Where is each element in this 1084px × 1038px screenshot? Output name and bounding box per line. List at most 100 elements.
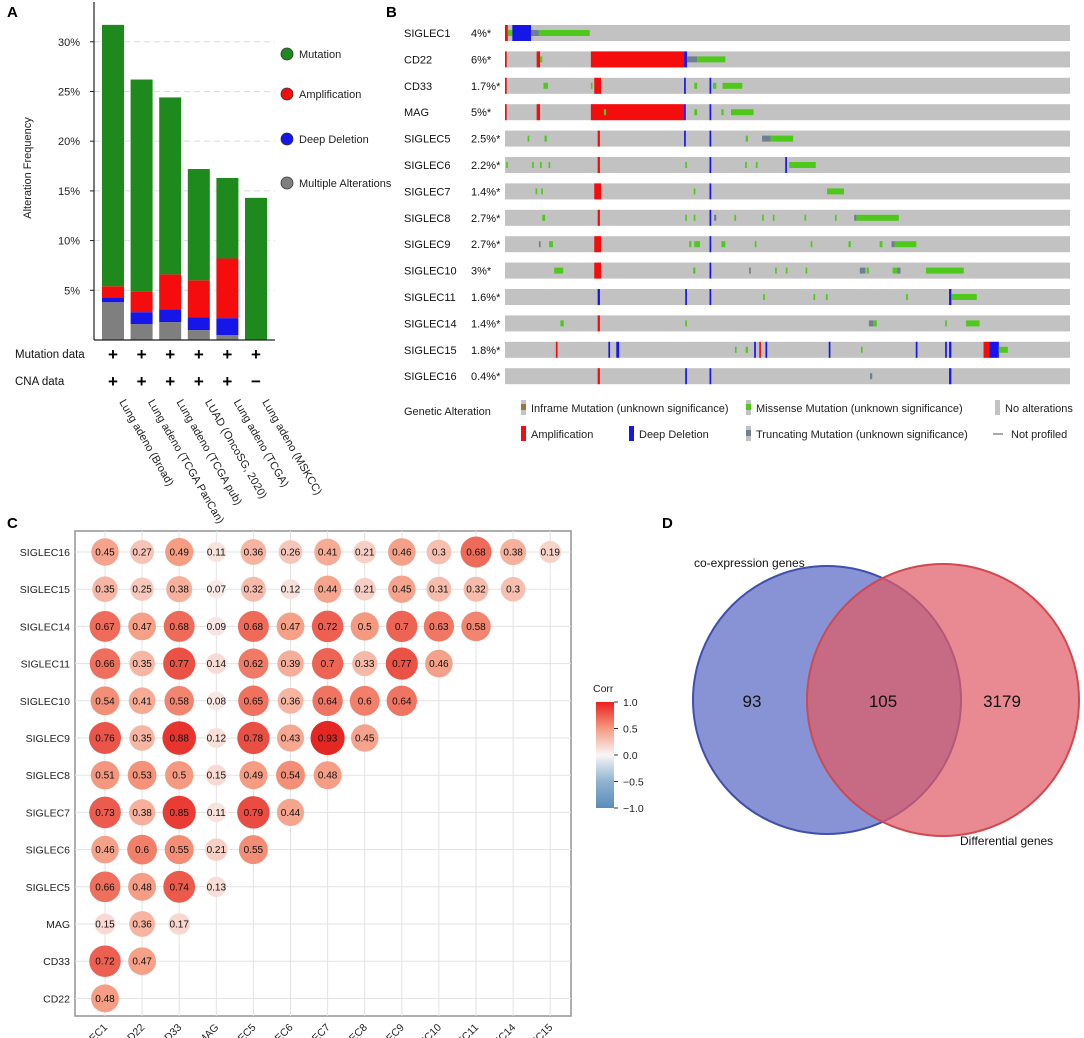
panel-a-x-labels: Lung adeno (Broad)Lung adeno (TCGA PanCa… bbox=[116, 398, 324, 526]
alteration-del bbox=[828, 341, 831, 358]
track-background bbox=[505, 341, 1070, 358]
alteration-del bbox=[765, 341, 768, 358]
legend-label: Mutation bbox=[299, 49, 341, 61]
annotation-mark: + bbox=[137, 372, 147, 391]
alteration-ms bbox=[810, 241, 813, 248]
corr-value: 0.45 bbox=[355, 734, 375, 745]
alteration-ms bbox=[535, 188, 538, 195]
corr-value: 0.68 bbox=[169, 622, 189, 633]
row-label: CD33 bbox=[43, 956, 70, 968]
corr-cell bbox=[162, 721, 196, 755]
alteration-ms bbox=[693, 267, 696, 274]
alteration-amp bbox=[597, 368, 600, 385]
corr-value: 0.72 bbox=[95, 957, 115, 968]
bar-segment-mutation bbox=[245, 197, 267, 340]
row-label: SIGLEC7 bbox=[26, 807, 71, 819]
row-label: SIGLEC14 bbox=[20, 621, 70, 633]
annotation-row-label: CNA data bbox=[15, 376, 65, 388]
corr-value: 0.13 bbox=[207, 882, 227, 893]
y-tick-label: 20% bbox=[58, 136, 80, 148]
corr-cell bbox=[168, 913, 190, 935]
alteration-del bbox=[754, 341, 756, 358]
corr-value: 0.12 bbox=[207, 734, 227, 745]
alteration-del bbox=[709, 77, 712, 94]
corr-cell bbox=[91, 538, 119, 566]
alteration-ms bbox=[694, 241, 700, 248]
legend-swatch bbox=[746, 430, 751, 436]
panel-label-c: C bbox=[7, 515, 18, 532]
track-background bbox=[505, 77, 1070, 94]
alteration-ms bbox=[527, 135, 530, 142]
corr-cell bbox=[127, 834, 158, 865]
corr-cell bbox=[163, 647, 196, 680]
corr-value: 0.65 bbox=[244, 696, 264, 707]
alteration-ms bbox=[697, 56, 726, 63]
alteration-ms bbox=[694, 82, 698, 89]
corr-cell bbox=[237, 796, 270, 829]
row-label: SIGLEC6 bbox=[26, 845, 71, 857]
corr-cell bbox=[164, 835, 194, 865]
corr-cell bbox=[206, 616, 226, 636]
alteration-ms bbox=[892, 267, 898, 274]
panel-a-annotation-rows: Mutation data + + + + + +CNA data + + + + + − bbox=[15, 345, 261, 391]
alteration-del bbox=[915, 341, 918, 358]
corr-value: 0.77 bbox=[392, 659, 412, 670]
corr-value: 0.45 bbox=[392, 585, 412, 596]
corr-cell bbox=[240, 576, 266, 602]
corr-cell bbox=[128, 947, 156, 976]
bar-segment-multiple-alterations bbox=[159, 322, 182, 340]
corr-cell bbox=[91, 835, 119, 864]
corr-value: 0.21 bbox=[355, 585, 375, 596]
corr-cell bbox=[426, 539, 452, 565]
gene-percent: 1.4%* bbox=[471, 318, 501, 330]
corr-cell bbox=[238, 835, 268, 865]
alteration-ms bbox=[770, 135, 794, 142]
track-background bbox=[505, 51, 1070, 68]
venn-circle-differential bbox=[806, 563, 1080, 837]
corr-cell bbox=[386, 685, 417, 716]
alteration-amp bbox=[759, 341, 761, 358]
corr-value: 0.66 bbox=[95, 882, 115, 893]
corr-cell bbox=[165, 537, 194, 567]
legend-label: Multiple Alterations bbox=[299, 178, 392, 190]
corr-cell bbox=[386, 610, 418, 643]
alteration-amp bbox=[505, 51, 507, 68]
corr-cell bbox=[129, 725, 155, 751]
alteration-ms bbox=[745, 135, 748, 142]
corr-value: 0.74 bbox=[169, 882, 189, 893]
alteration-ms bbox=[549, 241, 554, 248]
col-label: SIGLEC6 bbox=[256, 1022, 296, 1038]
col-label: SIGLEC1 bbox=[70, 1022, 110, 1038]
corr-cell bbox=[94, 913, 116, 935]
alteration-ms bbox=[745, 162, 747, 168]
alteration-ms bbox=[856, 214, 899, 221]
y-tick-label: 5% bbox=[64, 285, 80, 297]
alteration-amp bbox=[536, 104, 541, 121]
annotation-mark: + bbox=[194, 345, 204, 364]
alteration-ms bbox=[694, 109, 698, 116]
alteration-del bbox=[684, 130, 686, 147]
bar-segment-mutation bbox=[216, 177, 239, 259]
gene-label: SIGLEC9 bbox=[404, 239, 450, 251]
panel-label-d: D bbox=[662, 515, 673, 532]
alteration-del bbox=[684, 77, 686, 94]
colorbar-ticks: 1.0 0.5 0.0 −0.5 −1.0 bbox=[614, 697, 644, 815]
alteration-ms bbox=[590, 82, 593, 89]
alteration-ms bbox=[906, 294, 908, 300]
corr-value: 0.88 bbox=[169, 734, 189, 745]
bar-segment-amplification bbox=[216, 258, 239, 319]
corr-value: 0.6 bbox=[358, 696, 372, 707]
alteration-amp bbox=[597, 157, 600, 173]
panel-c-row-labels: SIGLEC16 SIGLEC15 SIGLEC14 SIGLEC11 SIGLEC10… bbox=[20, 547, 70, 1005]
annotation-mark: − bbox=[251, 372, 261, 391]
alteration-tr bbox=[868, 320, 874, 327]
corr-value: 0.58 bbox=[466, 622, 486, 633]
gene-label: SIGLEC1 bbox=[404, 28, 450, 40]
corr-cell bbox=[239, 761, 268, 790]
bar-segment-deep-deletion bbox=[187, 317, 210, 331]
corr-value: 0.41 bbox=[318, 548, 338, 559]
alteration-ms bbox=[785, 267, 788, 274]
alteration-del bbox=[685, 368, 687, 385]
bar-segment-mutation bbox=[159, 97, 182, 275]
